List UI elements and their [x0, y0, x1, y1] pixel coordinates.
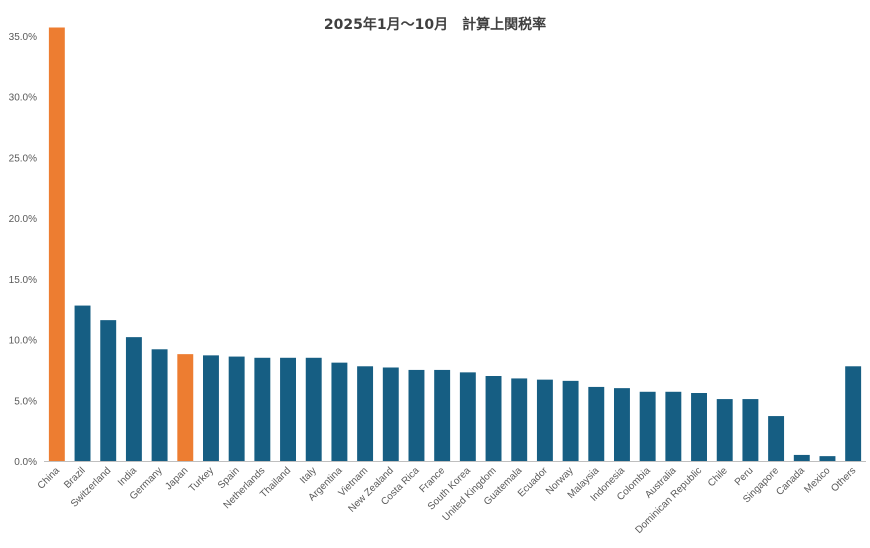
y-tick-label: 20.0% — [9, 214, 37, 225]
bar-argentina — [331, 362, 348, 461]
bar-dominican-republic — [691, 393, 707, 461]
x-tick-label: Peru — [733, 465, 756, 488]
bar-united-kingdom — [485, 376, 502, 461]
bar-malaysia — [588, 386, 605, 461]
bar-japan — [177, 354, 194, 461]
x-tick-label: Canada — [774, 465, 807, 498]
bar-mexico — [819, 456, 836, 461]
bar-france — [434, 369, 451, 461]
y-tick-label: 35.0% — [9, 32, 37, 43]
bar-spain — [228, 356, 245, 461]
y-tick-label: 0.0% — [14, 457, 37, 468]
bar-netherlands — [254, 357, 271, 461]
x-tick-label: India — [116, 465, 139, 488]
x-tick-label: Others — [829, 465, 858, 494]
chart-title: 2025年1月〜10月 計算上関税率 — [323, 17, 547, 33]
bar-new-zealand — [382, 367, 399, 461]
bar-colombia — [639, 391, 656, 461]
bar-brazil — [74, 305, 91, 461]
bar-ecuador — [536, 379, 553, 461]
x-tick-label: Italy — [298, 465, 319, 486]
y-tick-label: 5.0% — [14, 396, 37, 407]
x-tick-label: Japan — [163, 465, 190, 492]
bar-italy — [305, 357, 322, 461]
bar-germany — [151, 349, 168, 461]
y-tick-label: 15.0% — [9, 275, 37, 286]
bar-turkey — [203, 355, 219, 461]
bar-canada — [793, 454, 810, 461]
bar-guatemala — [511, 378, 528, 461]
bar-india — [125, 337, 142, 461]
bar-china — [48, 27, 65, 461]
bar-norway — [562, 380, 579, 461]
bar-costa-rica — [408, 369, 425, 461]
bar-south-korea — [459, 372, 476, 461]
bar-others — [845, 366, 862, 461]
bar-vietnam — [357, 366, 374, 461]
x-tick-label: China — [36, 465, 63, 492]
x-tick-label: Chile — [706, 465, 730, 489]
bar-australia — [665, 391, 682, 461]
bar-chile — [716, 399, 733, 461]
x-tick-label: Turkey — [187, 465, 216, 494]
bar-thailand — [280, 357, 296, 461]
bar-switzerland — [100, 320, 117, 461]
bar-indonesia — [614, 388, 630, 461]
bar-singapore — [768, 416, 785, 461]
x-tick-label: Mexico — [802, 465, 832, 495]
y-tick-label: 25.0% — [9, 153, 37, 164]
y-tick-label: 30.0% — [9, 93, 37, 104]
bar-peru — [742, 399, 759, 461]
y-tick-label: 10.0% — [9, 336, 37, 347]
